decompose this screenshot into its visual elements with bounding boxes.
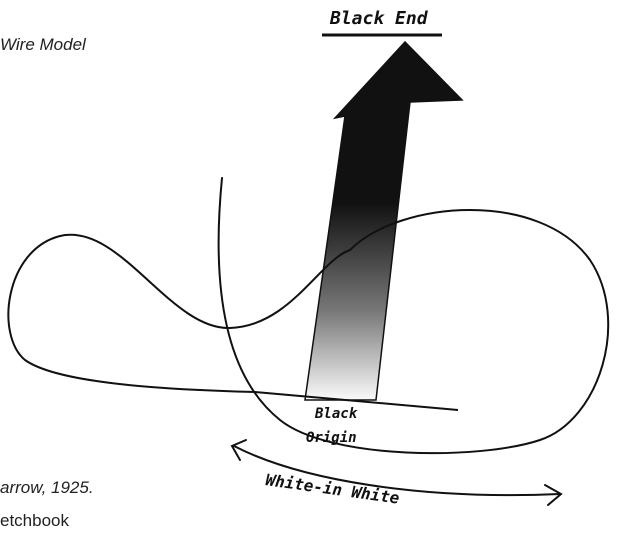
sweep-label: White-in White: [264, 470, 401, 508]
wire-loop: [8, 178, 608, 453]
sketch-page: Wire Model Black End Black Origin White-…: [0, 0, 618, 537]
caption-top: Wire Model: [0, 35, 87, 54]
caption-bottom: etchbook: [0, 511, 69, 530]
origin-label: Origin: [306, 430, 357, 446]
caption-bottom: arrow, 1925.: [0, 478, 94, 497]
origin-label: Black: [314, 406, 358, 422]
end-label: Black End: [329, 8, 429, 29]
arrow: [305, 42, 462, 400]
